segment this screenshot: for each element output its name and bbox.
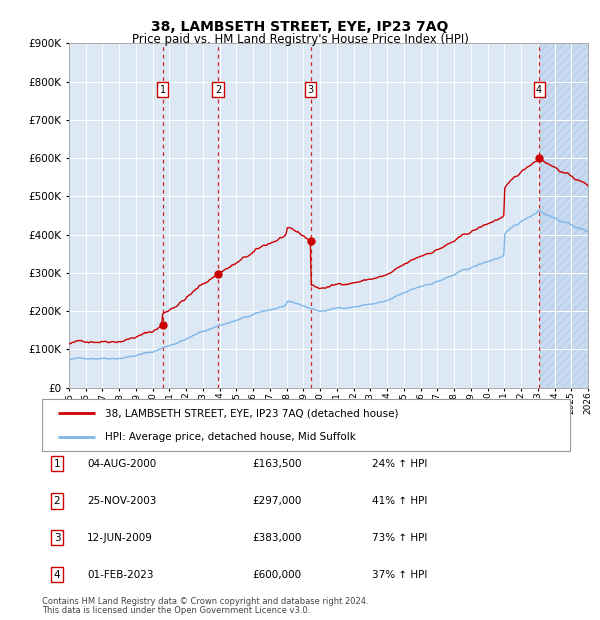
Text: Contains HM Land Registry data © Crown copyright and database right 2024.: Contains HM Land Registry data © Crown c…	[42, 597, 368, 606]
Text: 2: 2	[53, 496, 61, 506]
Text: 25-NOV-2003: 25-NOV-2003	[87, 496, 157, 506]
Text: 12-JUN-2009: 12-JUN-2009	[87, 533, 153, 542]
Text: 04-AUG-2000: 04-AUG-2000	[87, 459, 156, 469]
Text: 01-FEB-2023: 01-FEB-2023	[87, 570, 154, 580]
Text: £600,000: £600,000	[252, 570, 301, 580]
Text: £163,500: £163,500	[252, 459, 302, 469]
Bar	[539, 43, 588, 388]
Text: £297,000: £297,000	[252, 496, 301, 506]
FancyBboxPatch shape	[42, 399, 570, 451]
Text: Price paid vs. HM Land Registry's House Price Index (HPI): Price paid vs. HM Land Registry's House …	[131, 33, 469, 46]
Text: 37% ↑ HPI: 37% ↑ HPI	[372, 570, 427, 580]
Text: 2: 2	[215, 85, 221, 95]
Text: 41% ↑ HPI: 41% ↑ HPI	[372, 496, 427, 506]
Text: £383,000: £383,000	[252, 533, 301, 542]
Text: 3: 3	[53, 533, 61, 542]
Text: 38, LAMBSETH STREET, EYE, IP23 7AQ: 38, LAMBSETH STREET, EYE, IP23 7AQ	[151, 20, 449, 35]
Text: 1: 1	[160, 85, 166, 95]
Text: 24% ↑ HPI: 24% ↑ HPI	[372, 459, 427, 469]
Text: 38, LAMBSETH STREET, EYE, IP23 7AQ (detached house): 38, LAMBSETH STREET, EYE, IP23 7AQ (deta…	[106, 409, 399, 419]
Text: HPI: Average price, detached house, Mid Suffolk: HPI: Average price, detached house, Mid …	[106, 432, 356, 441]
Text: 73% ↑ HPI: 73% ↑ HPI	[372, 533, 427, 542]
Text: 4: 4	[536, 85, 542, 95]
Text: 4: 4	[53, 570, 61, 580]
Text: 1: 1	[53, 459, 61, 469]
Text: 3: 3	[308, 85, 314, 95]
Text: This data is licensed under the Open Government Licence v3.0.: This data is licensed under the Open Gov…	[42, 606, 310, 615]
